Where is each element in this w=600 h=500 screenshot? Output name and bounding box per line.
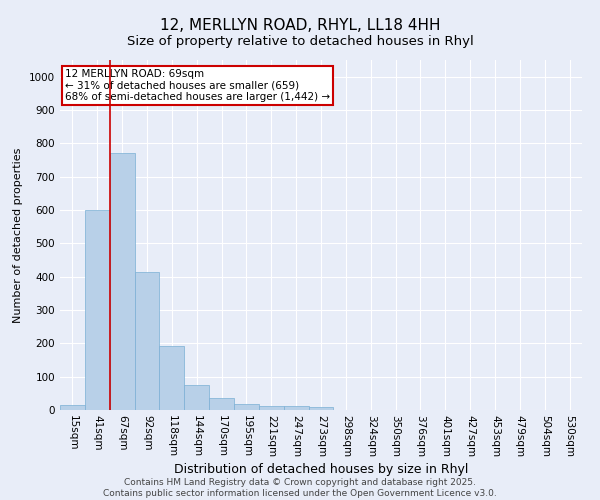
Text: Size of property relative to detached houses in Rhyl: Size of property relative to detached ho… — [127, 35, 473, 48]
Bar — [209, 398, 234, 410]
Text: Contains HM Land Registry data © Crown copyright and database right 2025.
Contai: Contains HM Land Registry data © Crown c… — [103, 478, 497, 498]
Text: 12, MERLLYN ROAD, RHYL, LL18 4HH: 12, MERLLYN ROAD, RHYL, LL18 4HH — [160, 18, 440, 32]
X-axis label: Distribution of detached houses by size in Rhyl: Distribution of detached houses by size … — [174, 462, 468, 475]
Bar — [284, 406, 308, 410]
Text: 12 MERLLYN ROAD: 69sqm
← 31% of detached houses are smaller (659)
68% of semi-de: 12 MERLLYN ROAD: 69sqm ← 31% of detached… — [65, 69, 331, 102]
Bar — [60, 405, 85, 410]
Bar — [110, 154, 134, 410]
Bar — [85, 210, 110, 410]
Bar — [234, 404, 259, 410]
Bar — [160, 346, 184, 410]
Bar — [308, 408, 334, 410]
Y-axis label: Number of detached properties: Number of detached properties — [13, 148, 23, 322]
Bar — [184, 385, 209, 410]
Bar — [134, 272, 160, 410]
Bar — [259, 406, 284, 410]
